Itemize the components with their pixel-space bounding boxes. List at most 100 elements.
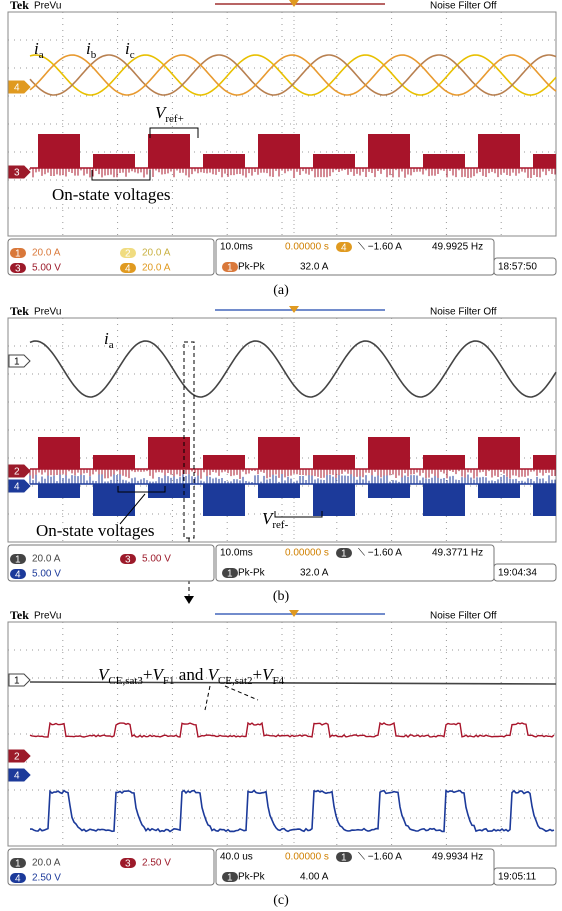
measure-value: 32.0 A [300, 262, 329, 273]
measure-label: Pk-Pk [238, 568, 266, 579]
waveform [93, 154, 135, 168]
measure-value: 4.00 A [300, 872, 329, 883]
annotation-run: + [143, 665, 153, 684]
timebase: 10.0ms [220, 242, 253, 253]
annotation-run: On-state voltages [36, 521, 155, 540]
waveform [38, 437, 80, 469]
mode: PreVu [34, 611, 61, 622]
mode: PreVu [34, 1, 61, 12]
measure-value: 32.0 A [300, 568, 329, 579]
clock: 19:05:11 [498, 872, 537, 883]
annotation: On-state voltages [52, 185, 171, 204]
waveform [423, 484, 465, 516]
channel-badge-label: 1 [227, 569, 233, 580]
waveform [368, 437, 410, 469]
channel-scale: 20.0 A [32, 554, 61, 565]
waveform [478, 437, 520, 469]
channel-scale: 5.00 V [142, 554, 171, 565]
annotation-run: On-state voltages [52, 185, 171, 204]
caption: (c) [273, 893, 289, 908]
channel-scale: 20.0 A [142, 263, 171, 274]
channel-scale: 5.00 V [32, 569, 61, 580]
channel-marker-label: 1 [14, 357, 20, 368]
frequency: 49.9925 Hz [432, 242, 483, 253]
filter: Noise Filter Off [430, 611, 497, 622]
filter: Noise Filter Off [430, 1, 497, 12]
waveform [533, 154, 556, 168]
filter: Noise Filter Off [430, 307, 497, 318]
channel-scale: 20.0 A [142, 248, 171, 259]
channel-scale: 20.0 A [32, 248, 61, 259]
annotation-run: CE,sat2 [218, 675, 253, 687]
screen [8, 318, 556, 542]
channel-badge-label: 3 [15, 264, 21, 275]
frequency: 49.9934 Hz [432, 852, 483, 863]
waveform [258, 484, 300, 498]
brand: Tek [10, 0, 29, 12]
annotation-run: c [130, 49, 135, 61]
waveform [368, 484, 410, 498]
waveform [313, 455, 355, 469]
annotation-run: ref- [272, 519, 288, 531]
annotation-run: ref+ [165, 113, 183, 125]
scope-panel: TekPreVuNoise Filter Off124VCE,sat3+VF1 … [8, 608, 556, 908]
timebase: 10.0ms [220, 548, 253, 559]
channel-marker-label: 2 [14, 752, 20, 763]
trigger-level: ⟍ −1.60 A [358, 242, 402, 253]
annotation-run: F1 [163, 675, 175, 687]
channel-marker-label: 1 [14, 676, 20, 687]
channel-marker-label: 3 [14, 168, 20, 179]
waveform [203, 455, 245, 469]
clock: 19:04:34 [498, 568, 537, 579]
channel-badge-label: 1 [15, 859, 21, 870]
channel-badge-label: 3 [125, 555, 131, 566]
channel-badge-label: 1 [341, 549, 347, 560]
position: 0.00000 s [285, 852, 329, 863]
waveform [313, 154, 355, 168]
caption: (a) [273, 283, 289, 298]
waveform [478, 484, 520, 498]
waveform [148, 134, 190, 168]
trigger-level: ⟍ −1.60 A [358, 548, 402, 559]
measure-label: Pk-Pk [238, 262, 266, 273]
frequency: 49.3771 Hz [432, 548, 483, 559]
channel-badge-label: 2 [125, 249, 131, 260]
channel-marker-label: 4 [14, 771, 20, 782]
waveform [313, 484, 355, 516]
brand: Tek [10, 304, 29, 318]
arrowhead [184, 596, 194, 604]
channel-badge-label: 1 [227, 873, 233, 884]
channel-badge-label: 4 [341, 243, 347, 254]
clock: 18:57:50 [498, 262, 537, 273]
timebase: 40.0 us [220, 852, 253, 863]
annotation-run: b [91, 49, 97, 61]
mode: PreVu [34, 307, 61, 318]
position: 0.00000 s [285, 548, 329, 559]
channel-marker-label: 4 [14, 482, 20, 493]
channel-badge-label: 1 [15, 555, 21, 566]
channel-badge-label: 4 [15, 570, 21, 581]
waveform [533, 484, 556, 516]
annotation: On-state voltages [36, 521, 155, 540]
channel-badge-label: 1 [227, 263, 233, 274]
channel-badge-label: 4 [15, 874, 21, 885]
annotation-run: + [253, 665, 263, 684]
channel-scale: 5.00 V [32, 263, 61, 274]
position: 0.00000 s [285, 242, 329, 253]
channel-badge-label: 4 [125, 264, 131, 275]
waveform [93, 455, 135, 469]
waveform [38, 484, 80, 498]
brand: Tek [10, 608, 29, 622]
annotation-run: a [39, 49, 44, 61]
waveform [533, 455, 556, 469]
waveform [93, 484, 135, 516]
annotation-run: F4 [272, 675, 284, 687]
annotation-run: CE,sat3 [108, 675, 143, 687]
figure: TekPreVuNoise Filter Off43iaibicVref+On-… [0, 0, 562, 911]
channel-badge-label: 1 [15, 249, 21, 260]
waveform [478, 134, 520, 168]
channel-marker-label: 2 [14, 467, 20, 478]
channel-marker-label: 4 [14, 83, 20, 94]
waveform [203, 154, 245, 168]
